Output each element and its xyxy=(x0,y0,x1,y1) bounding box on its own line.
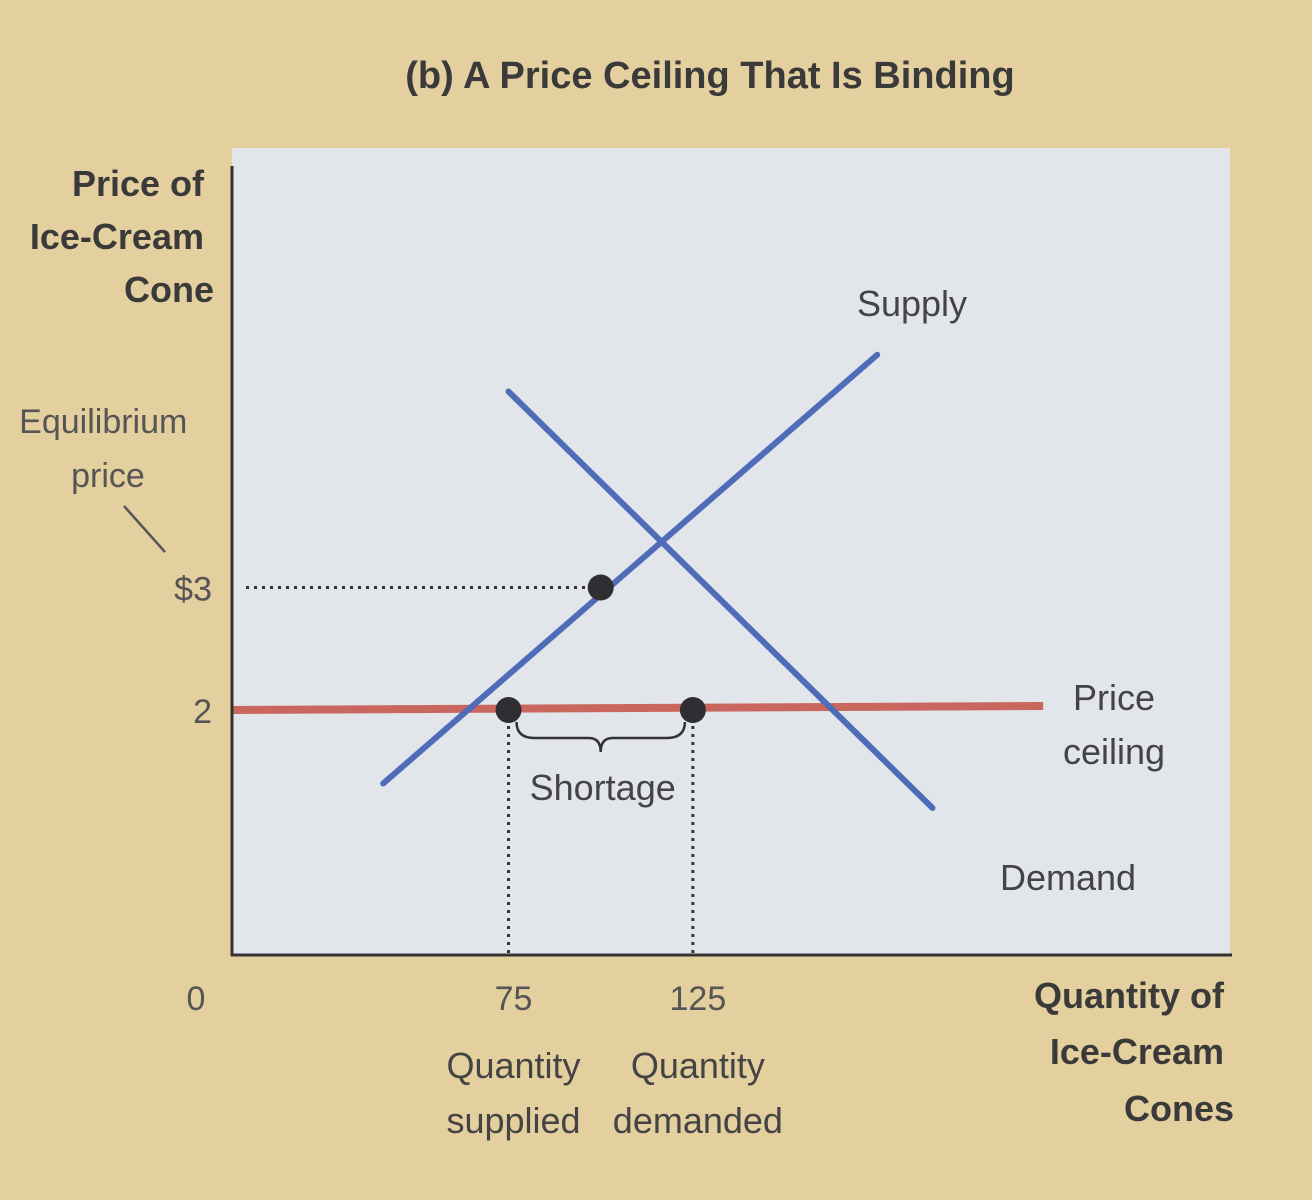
price-ceiling-label: Price xyxy=(1073,677,1155,718)
x-tick-label: 125 xyxy=(670,980,727,1018)
supply-curve xyxy=(380,351,881,787)
price-ceiling-line xyxy=(231,702,1044,714)
equilibrium-pointer-line xyxy=(123,505,166,553)
quantity-demanded-at-ceiling-point xyxy=(679,697,706,723)
y-axis-label-line: Ice-Cream xyxy=(30,216,204,257)
shortage-brace xyxy=(515,721,687,753)
x-tick-caption: Quantity xyxy=(446,1045,580,1086)
chart-title: (b) A Price Ceiling That Is Binding xyxy=(405,55,1014,97)
x-tick-caption: Quantity xyxy=(631,1045,765,1086)
y-tick-label: 2 xyxy=(193,693,212,731)
x-axis-label: Quantity of Ice-Cream Cones xyxy=(1034,975,1234,1129)
chart-marks: Shortage $3 2 75 Quantity supplied 125 Quantity… xyxy=(174,283,1165,1141)
supply-label: Supply xyxy=(857,283,967,324)
x-axis-label-line: Ice-Cream xyxy=(1050,1031,1224,1072)
equilibrium-price-label: Equilibrium price xyxy=(19,403,197,495)
origin-label: 0 xyxy=(187,980,206,1018)
x-tick-caption: supplied xyxy=(446,1100,580,1141)
demand-curve xyxy=(505,388,936,811)
shortage-label: Shortage xyxy=(530,767,676,808)
x-axis-label-line: Quantity of xyxy=(1034,975,1225,1016)
equilibrium-price-label-line: price xyxy=(71,457,145,495)
y-axis-label-line: Price of xyxy=(72,163,205,204)
quantity-supplied-at-ceiling-point xyxy=(495,697,522,723)
x-tick-caption: demanded xyxy=(613,1100,783,1141)
y-axis-label-line: Cone xyxy=(124,269,214,310)
plot-area xyxy=(232,148,1230,954)
price-ceiling-label: ceiling xyxy=(1063,731,1165,772)
equilibrium-price-label-line: Equilibrium xyxy=(19,403,187,441)
x-tick-label: 75 xyxy=(495,980,533,1018)
equilibrium-point xyxy=(587,574,614,601)
x-axis-label-line: Cones xyxy=(1124,1088,1234,1129)
demand-label: Demand xyxy=(1000,857,1136,898)
y-axis-label: Price of Ice-Cream Cone xyxy=(30,163,214,310)
y-tick-label: $3 xyxy=(174,571,212,609)
